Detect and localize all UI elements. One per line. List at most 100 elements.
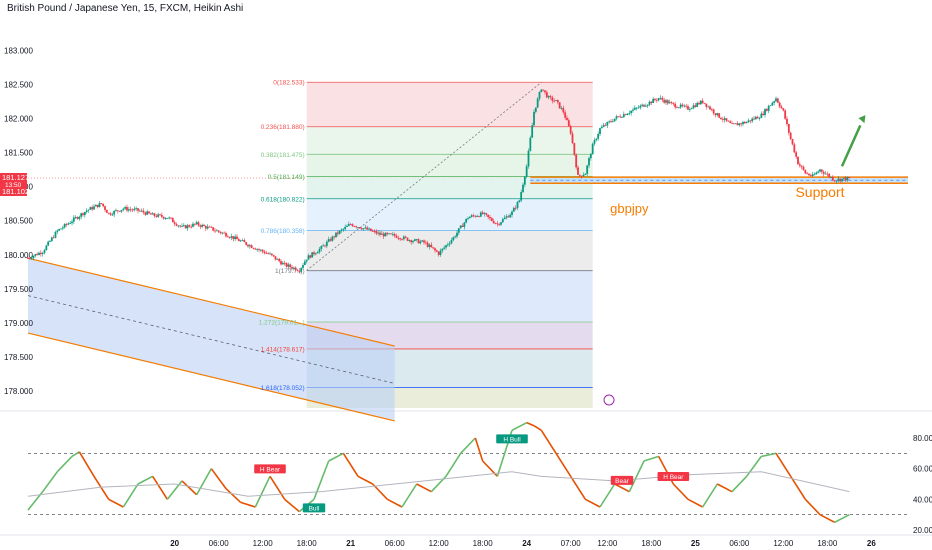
candle-body [327,239,330,242]
time-tick-label: 07:00 [561,539,582,548]
candle-body [787,124,790,133]
candle-body [151,213,154,215]
candle-body [830,176,832,178]
candle-body [340,229,343,231]
oscillator-segment [342,452,359,477]
candle-body [355,226,358,228]
candle-body [551,97,554,101]
candle-body [309,255,312,258]
oscillator-segment [78,451,95,477]
oscillator-segment [526,421,535,427]
candle-body [357,227,359,228]
candle-body [274,256,277,260]
candle-body [742,121,744,125]
candle-body [261,249,264,252]
candle-body [694,105,697,107]
current-price-badge [0,172,27,196]
candle-body [265,253,268,255]
candle-body [344,226,347,229]
candle-body [586,165,589,174]
candle-body [404,236,407,238]
candle-body [38,252,40,255]
candle-body [558,102,561,109]
candle-body [692,105,695,109]
bullish-arrow-shaft [840,124,862,167]
candle-body [591,143,594,155]
candle-body [536,98,539,108]
fib-level-label: 0(182.533) [273,80,304,87]
candle-body [102,203,105,207]
candle-body [184,225,187,229]
candle-body [201,224,204,227]
candle-body [96,204,99,208]
candle-body [285,263,288,267]
candle-body [74,217,77,218]
oscillator-segment [108,498,124,508]
candle-body [775,98,777,102]
candle-body [743,121,746,124]
candle-body [789,132,792,140]
oscillator-segment [401,483,418,508]
candle-body [534,107,537,112]
candle-body [481,212,484,214]
time-tick-label: 06:00 [385,539,406,548]
candle-body [721,119,724,120]
candle-body [104,206,106,210]
candle-body [764,109,766,115]
candle-body [659,97,662,99]
candle-body [421,240,424,242]
candle-body [325,241,328,247]
candle-body [397,237,400,239]
candle-body [294,267,297,271]
candle-body [778,102,781,107]
candle-body [602,125,605,127]
fib-level-label: 0.236(181.880) [261,124,305,131]
candle-body [146,211,149,215]
candle-body [320,246,323,249]
candle-body [36,254,39,255]
price-tick-label: 180.000 [4,251,33,260]
candle-body [263,251,266,254]
oscillator-segment [643,455,659,462]
candle-body [402,236,405,240]
candle-body [813,174,816,176]
candle-body [300,267,303,272]
candle-body [122,208,125,210]
candle-body [608,121,611,123]
candle-body [490,218,493,221]
candle-body [718,113,721,118]
candle-body [527,150,530,167]
candle-body [523,176,526,185]
candle-body [292,267,295,269]
fib-band [306,154,593,177]
candle-body [333,236,336,238]
indicator-tick-label: 20.00 [913,526,932,535]
candle-body [393,234,396,236]
candle-body [677,107,680,109]
candle-body [230,236,233,238]
candle-body [181,225,183,227]
candle-body [302,265,304,268]
candle-body [619,116,622,118]
symbol-title: British Pound / Japanese Yen, 15, FXCM, … [7,3,244,14]
candle-body [624,114,627,116]
candle-body [492,220,495,224]
candle-body [769,105,772,107]
candle-body [27,258,29,259]
candle-body [311,252,314,258]
candle-body [113,210,116,215]
oscillator-segment [151,475,169,500]
candle-body [771,102,774,106]
channel-lower-line [27,332,395,422]
candle-body [448,243,451,245]
candle-body [540,89,543,92]
candle-body [791,139,794,145]
oscillator-segment [181,480,198,496]
candle-body [236,236,238,240]
candle-body [595,138,598,141]
candle-body [71,221,73,224]
oscillator-segment [746,455,762,477]
candle-body [426,242,429,247]
